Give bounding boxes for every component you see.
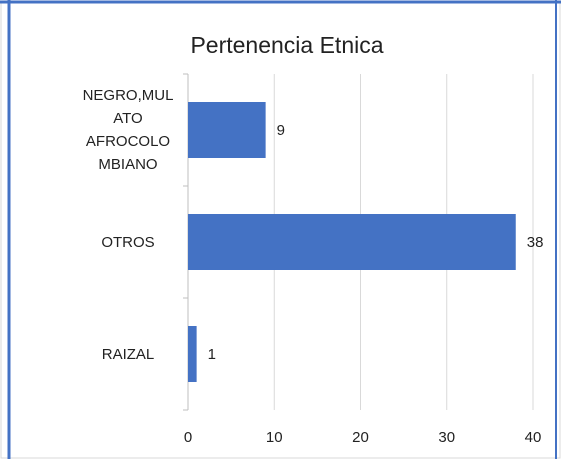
bar bbox=[188, 102, 266, 158]
x-tick-label: 20 bbox=[352, 429, 369, 446]
y-tick-label: OTROS bbox=[101, 233, 155, 251]
data-label: 1 bbox=[208, 346, 216, 363]
x-tick-label: 10 bbox=[266, 429, 283, 446]
data-label: 9 bbox=[277, 122, 285, 139]
data-label: 38 bbox=[527, 234, 544, 251]
y-tick-label: RAIZAL bbox=[101, 345, 155, 363]
x-tick-label: 30 bbox=[438, 429, 455, 446]
bar bbox=[188, 326, 197, 382]
x-tick-label: 40 bbox=[525, 429, 542, 446]
y-tick-label: NEGRO,MULATO AFROCOLOMBIANO bbox=[82, 87, 174, 173]
x-tick-label: 0 bbox=[184, 429, 192, 446]
chart-title: Pertenencia Etnica bbox=[190, 32, 383, 58]
bar bbox=[188, 214, 516, 270]
